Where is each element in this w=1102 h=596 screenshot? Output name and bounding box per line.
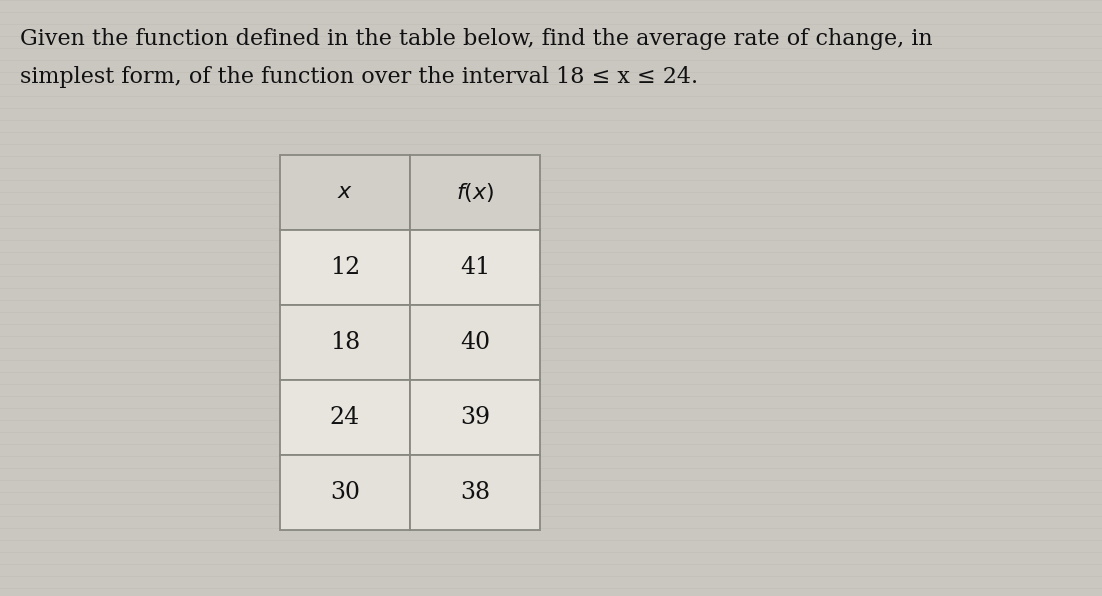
Bar <box>410 305 540 380</box>
Text: 24: 24 <box>329 406 360 429</box>
Text: $x$: $x$ <box>337 182 353 203</box>
Text: 40: 40 <box>460 331 490 354</box>
Text: $f(x)$: $f(x)$ <box>456 181 494 204</box>
Text: 38: 38 <box>460 481 490 504</box>
Bar <box>280 380 410 455</box>
Bar <box>410 455 540 530</box>
Bar <box>280 305 410 380</box>
Text: 12: 12 <box>329 256 360 279</box>
Bar <box>410 230 540 305</box>
Bar <box>280 155 410 230</box>
Bar <box>410 155 540 230</box>
Text: Given the function defined in the table below, find the average rate of change, : Given the function defined in the table … <box>20 28 932 50</box>
Bar <box>410 380 540 455</box>
Text: simplest form, of the function over the interval 18 ≤ x ≤ 24.: simplest form, of the function over the … <box>20 66 699 88</box>
Text: 18: 18 <box>329 331 360 354</box>
Bar <box>280 230 410 305</box>
Text: 30: 30 <box>329 481 360 504</box>
Text: 39: 39 <box>460 406 490 429</box>
Bar <box>280 455 410 530</box>
Text: 41: 41 <box>460 256 490 279</box>
